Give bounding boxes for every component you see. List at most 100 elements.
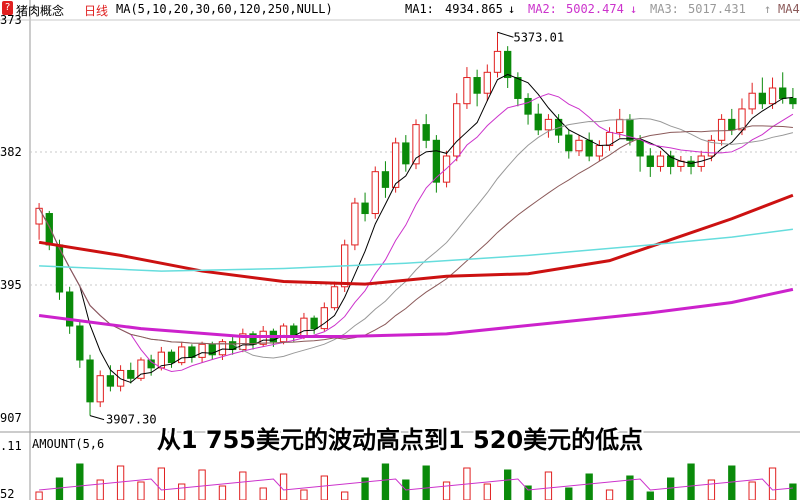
candle-body <box>432 139 441 183</box>
volume-bar <box>768 467 777 500</box>
volume-bar <box>605 489 614 500</box>
volume-bar <box>178 483 186 500</box>
volume-bar <box>137 481 145 500</box>
candle-body <box>198 343 206 358</box>
volume-bar <box>565 487 573 500</box>
volume-bar <box>504 469 512 500</box>
volume-bar <box>381 463 390 500</box>
volume-bar <box>341 491 349 500</box>
high-label: 5373.01 <box>513 30 564 44</box>
candle-body <box>616 118 624 133</box>
ma2-arrow: ↓ <box>630 2 638 16</box>
candle-body <box>738 108 746 131</box>
candle-body <box>707 139 716 157</box>
candle-body <box>575 139 583 152</box>
volume-bar <box>218 485 227 500</box>
candle-body <box>412 124 420 165</box>
candle-body <box>351 202 359 246</box>
volume-bar <box>300 489 308 500</box>
candle-body <box>453 103 461 157</box>
candle-body <box>422 124 430 141</box>
candle-body <box>595 145 604 157</box>
candle-body <box>137 359 145 379</box>
volume-bar <box>259 487 267 500</box>
candle-body <box>544 118 553 131</box>
candle-body <box>45 213 53 246</box>
y-tick-label: 382 <box>0 145 22 159</box>
candle-body <box>504 50 512 79</box>
candle-body <box>239 333 247 351</box>
volume-bar <box>707 479 716 500</box>
volume-bar <box>422 465 430 500</box>
candle-body <box>656 155 665 167</box>
low-label: 3907.30 <box>106 413 157 427</box>
volume-bar <box>483 483 491 500</box>
volume-bar <box>585 473 593 500</box>
volume-bar <box>687 463 695 500</box>
candle-body <box>371 171 379 215</box>
candle-body <box>534 113 542 131</box>
ma250-line <box>38 287 794 338</box>
candle-body <box>768 87 777 105</box>
ma3-label: MA3: <box>650 2 679 16</box>
candle-body <box>96 375 104 403</box>
candle-body <box>585 139 593 157</box>
red-question-icon[interactable]: ? <box>2 1 13 15</box>
candle-body <box>728 118 736 131</box>
volume-bar <box>198 469 206 500</box>
chart-header: ? 猪肉概念 日线 MA(5,10,20,30,60,120,250,NULL)… <box>0 1 800 20</box>
volume-bar <box>55 477 64 500</box>
candle-body <box>463 77 471 105</box>
candle-body <box>391 142 400 188</box>
candle-body <box>127 369 135 379</box>
candle-body <box>667 155 675 167</box>
volume-bar <box>667 477 675 500</box>
volume-bar <box>626 475 634 500</box>
candle-body <box>758 92 767 105</box>
candle-body <box>279 325 288 343</box>
stock-name: 猪肉概念 <box>16 4 65 18</box>
volume-bar <box>96 479 104 500</box>
volume-bar <box>544 471 553 500</box>
candle-body <box>779 87 787 99</box>
volume-bar <box>157 467 165 500</box>
candle-body <box>493 50 502 73</box>
candle-body <box>514 77 522 99</box>
ma2-value: 5002.474 <box>566 2 624 16</box>
ma3-arrow: ↑ <box>764 2 772 16</box>
volume-bar <box>442 481 451 500</box>
low-pointer <box>89 415 105 421</box>
y-tick-label: 373 <box>0 13 22 27</box>
volume-ma-line <box>39 478 793 491</box>
ma1-line <box>38 73 793 384</box>
candle-body <box>218 341 227 356</box>
ma2-line <box>38 93 794 373</box>
candle-body <box>35 207 43 225</box>
ma2-label: MA2: <box>528 2 557 16</box>
volume-bar <box>748 481 756 500</box>
ma-params: MA(5,10,20,30,60,120,250,NULL) <box>116 2 333 16</box>
video-subtitle: 从1 755美元的波动高点到1 520美元的低点 <box>156 426 644 454</box>
volume-bar <box>76 463 84 500</box>
ma60-line <box>38 193 794 286</box>
candle-body <box>76 325 84 361</box>
y-tick-label: 395 <box>0 278 22 292</box>
volume-bar <box>35 491 43 500</box>
period-label[interactable]: 日线 <box>84 4 109 18</box>
volume-bar <box>789 483 797 500</box>
candle-body <box>636 139 644 157</box>
candle-body <box>310 317 318 330</box>
candle-body <box>565 134 573 152</box>
ma120-line <box>39 228 794 272</box>
ma4-line <box>38 125 793 345</box>
ma4-label: MA4: <box>778 2 800 16</box>
candle-body <box>748 92 756 110</box>
volume-header: AMOUNT(5,6 <box>32 437 105 451</box>
candle-body <box>381 171 390 188</box>
volume-bar <box>320 475 328 500</box>
volume-bar <box>646 491 654 500</box>
candle-body <box>473 77 481 94</box>
candle-body <box>106 375 115 387</box>
